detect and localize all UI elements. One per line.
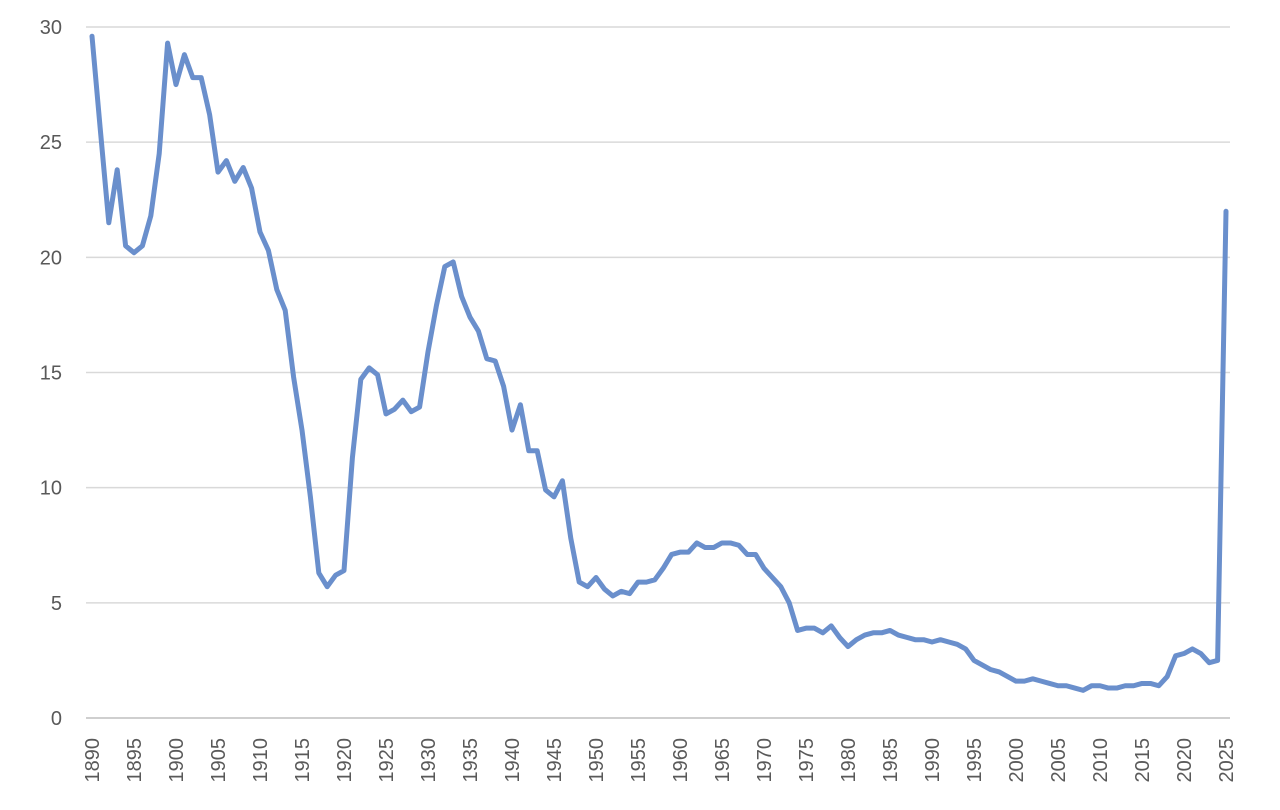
x-tick-label: 1975	[796, 738, 818, 783]
x-tick-label: 1915	[292, 738, 314, 783]
x-tick-label: 2010	[1090, 738, 1112, 783]
x-tick-label: 1950	[586, 738, 608, 783]
x-tick-label: 2015	[1132, 738, 1154, 783]
x-tick-label: 1940	[502, 738, 524, 783]
x-tick-label: 2000	[1006, 738, 1028, 783]
y-tick-label: 20	[40, 247, 62, 269]
y-axis-tick-labels: 0 5 10 15 20 25 30	[40, 17, 62, 730]
x-tick-label: 1985	[880, 738, 902, 783]
x-tick-label: 1910	[250, 738, 272, 783]
x-tick-label: 1970	[754, 738, 776, 783]
x-tick-label: 1935	[460, 738, 482, 783]
x-tick-label: 1890	[82, 738, 104, 783]
x-tick-label: 1960	[670, 738, 692, 783]
x-tick-label: 1990	[922, 738, 944, 783]
x-tick-label: 1980	[838, 738, 860, 783]
x-tick-label: 1905	[208, 738, 230, 783]
y-tick-label: 30	[40, 17, 62, 39]
x-tick-label: 1965	[712, 738, 734, 783]
x-tick-label: 1955	[628, 738, 650, 783]
x-tick-label: 1930	[418, 738, 440, 783]
x-tick-label: 1925	[376, 738, 398, 783]
x-tick-label: 2025	[1216, 738, 1238, 783]
x-tick-label: 1945	[544, 738, 566, 783]
y-tick-label: 10	[40, 478, 62, 500]
x-tick-label: 2020	[1174, 738, 1196, 783]
series-line-0	[89, 33, 1229, 693]
y-tick-label: 25	[40, 132, 62, 154]
y-tick-label: 15	[40, 363, 62, 385]
x-tick-label: 1895	[124, 738, 146, 783]
x-tick-label: 1900	[166, 738, 188, 783]
x-axis-tick-labels: 1890 1895 1900 1905 1910 1915 1920 1925 1930 1935…	[82, 738, 1238, 783]
series-layer	[89, 33, 1229, 693]
x-tick-label: 1995	[964, 738, 986, 783]
y-tick-label: 0	[51, 708, 62, 730]
x-tick-label: 1920	[334, 738, 356, 783]
x-tick-label: 2005	[1048, 738, 1070, 783]
y-tick-label: 5	[51, 593, 62, 615]
gridlines	[86, 26, 1230, 604]
